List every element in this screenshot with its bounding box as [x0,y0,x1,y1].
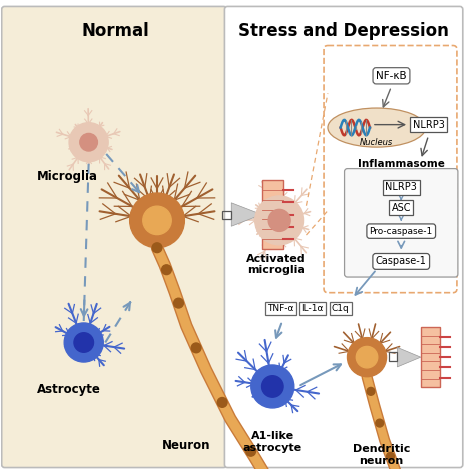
Circle shape [367,387,375,395]
Text: Microglia: Microglia [36,170,98,183]
Bar [222,210,231,219]
Polygon shape [231,203,262,226]
Text: Normal: Normal [81,22,149,40]
Circle shape [251,365,294,408]
FancyBboxPatch shape [324,46,457,292]
Circle shape [376,419,383,427]
Circle shape [173,298,183,308]
Circle shape [143,206,171,235]
Text: C1q: C1q [332,304,349,313]
Circle shape [347,337,387,377]
Text: TNF-α: TNF-α [267,304,293,313]
Text: Nucleus: Nucleus [360,138,393,147]
Circle shape [356,346,378,368]
Circle shape [387,452,394,460]
Circle shape [268,210,290,231]
Text: Pro-caspase-1: Pro-caspase-1 [370,227,433,236]
Bar [421,327,440,387]
Bar [262,180,283,249]
Text: NLRP3: NLRP3 [413,119,445,130]
Text: IL-1α: IL-1α [301,304,324,313]
Text: NLRP3: NLRP3 [385,182,417,192]
Circle shape [80,134,98,151]
Circle shape [74,333,93,352]
FancyBboxPatch shape [2,7,227,467]
FancyBboxPatch shape [224,7,463,467]
Text: ASC: ASC [392,203,411,213]
Circle shape [162,265,171,274]
Circle shape [217,398,227,407]
FancyBboxPatch shape [345,169,458,277]
Text: Dendritic
neuron: Dendritic neuron [353,444,410,465]
Bar [389,352,397,361]
Text: Inflammasome: Inflammasome [358,159,445,169]
Text: Activated
microglia: Activated microglia [246,254,306,275]
Ellipse shape [328,108,426,147]
Text: A1-like
astrocyte: A1-like astrocyte [243,431,302,453]
Circle shape [64,323,103,362]
Text: Caspase-1: Caspase-1 [376,256,427,266]
Text: Neuron: Neuron [162,438,210,452]
Circle shape [191,343,201,353]
Text: Astrocyte: Astrocyte [37,383,101,396]
Circle shape [152,243,162,253]
Polygon shape [397,347,421,367]
Circle shape [255,196,303,245]
Circle shape [69,123,108,162]
Text: NF-κB: NF-κB [376,71,407,81]
Circle shape [246,447,255,456]
Circle shape [262,376,283,397]
Circle shape [130,193,184,248]
Text: Stress and Depression: Stress and Depression [238,22,449,40]
